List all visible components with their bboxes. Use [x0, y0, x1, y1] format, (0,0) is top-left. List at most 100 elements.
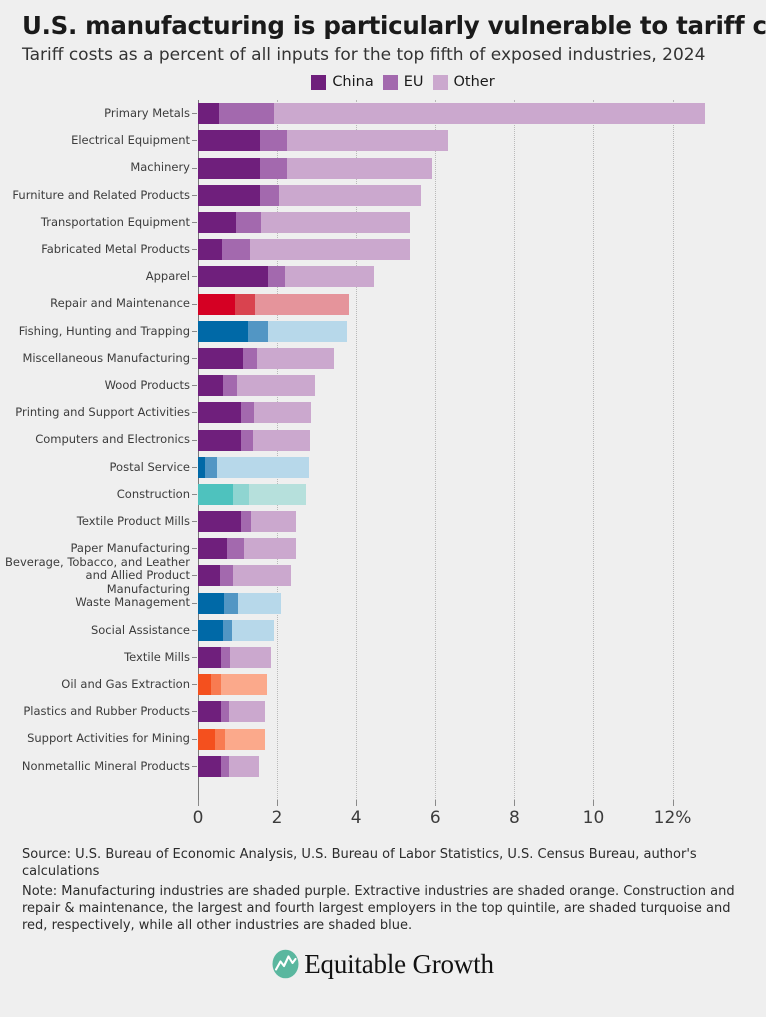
- stacked-bar: [198, 701, 266, 723]
- bar-segment-eu: [241, 429, 254, 451]
- bar-segment-china: [198, 103, 219, 125]
- bar-segment-other: [261, 212, 410, 234]
- bar-row-label: Computers and Electronics: [35, 432, 190, 447]
- stacked-bar: [198, 212, 410, 234]
- y-axis-tick: [192, 330, 197, 332]
- bar-row-label: Nonmetallic Mineral Products: [21, 758, 190, 773]
- bar-segment-eu: [220, 701, 230, 723]
- legend-item: Other: [432, 74, 495, 90]
- bar-segment-eu: [211, 674, 221, 696]
- chart-legend: China EU Other: [0, 74, 766, 90]
- stacked-bar: [198, 402, 311, 424]
- stacked-bar: [198, 483, 307, 505]
- bar-row-label: Support Activities for Mining: [27, 731, 190, 746]
- stacked-bar: [198, 266, 374, 288]
- bar-segment-china: [198, 674, 212, 696]
- bar-segment-eu: [220, 755, 230, 777]
- legend-label: EU: [403, 74, 424, 91]
- bar-segment-eu: [218, 103, 275, 125]
- bar-row: Repair and Maintenance: [50, 291, 720, 318]
- bar-segment-other: [232, 619, 274, 641]
- bar-row-label: Fishing, Hunting and Trapping: [18, 323, 190, 338]
- bar-row-label: Paper Manufacturing: [70, 541, 191, 556]
- x-axis-label: 10: [582, 808, 605, 829]
- bar-row-label: Social Assistance: [90, 622, 190, 637]
- bar-row: Wood Products: [105, 372, 720, 399]
- bar-segment-eu: [235, 212, 262, 234]
- x-axis-tick: [435, 800, 437, 807]
- stacked-bar: [198, 565, 291, 587]
- stacked-bar: [198, 347, 334, 369]
- bar-segment-china: [198, 347, 243, 369]
- stacked-bar: [198, 511, 297, 533]
- bar-segment-china: [198, 456, 205, 478]
- bar-segment-china: [198, 483, 233, 505]
- bar-row-label: Transportation Equipment: [40, 214, 190, 229]
- bar-segment-other: [243, 538, 296, 560]
- legend-swatch-eu: [382, 74, 398, 90]
- bar-segment-china: [198, 728, 215, 750]
- bar-segment-other: [284, 266, 374, 288]
- bar-segment-other: [229, 755, 259, 777]
- stacked-bar: [198, 728, 266, 750]
- bar-row: Primary Metals: [104, 100, 720, 127]
- stacked-bar: [198, 184, 421, 206]
- bar-row: Computers and Electronics: [35, 426, 720, 453]
- bar-row-label: Beverage, Tobacco, and Leather and Allie…: [5, 554, 190, 596]
- bar-row-label: Textile Product Mills: [76, 513, 190, 528]
- stacked-bar: [198, 592, 281, 614]
- y-axis-tick: [192, 684, 197, 686]
- x-axis: 0 2 4 6 8 10 12%: [193, 800, 720, 832]
- bar-segment-eu: [223, 592, 238, 614]
- bar-row: Printing and Support Activities: [15, 399, 720, 426]
- legend-item: China: [311, 74, 374, 90]
- stacked-bar: [198, 320, 347, 342]
- bar-row: Nonmetallic Mineral Products: [22, 753, 720, 780]
- bar-segment-eu: [215, 728, 225, 750]
- y-axis-tick: [192, 657, 197, 659]
- stacked-bar: [198, 130, 449, 152]
- logo-wordmark: Equitable Growth: [304, 948, 494, 979]
- bar-segment-eu: [248, 320, 268, 342]
- bar-row-label: Furniture and Related Products: [12, 187, 190, 202]
- bar-segment-china: [198, 592, 224, 614]
- legend-swatch-other: [432, 74, 448, 90]
- chart-header: U.S. manufacturing is particularly vulne…: [0, 0, 766, 67]
- stacked-bar: [198, 674, 268, 696]
- stacked-bar: [198, 647, 272, 669]
- y-axis-tick: [192, 167, 197, 169]
- bar-segment-china: [198, 701, 221, 723]
- bar-row: Electrical Equipment: [71, 127, 720, 154]
- bar-segment-eu: [259, 184, 280, 206]
- bar-segment-other: [251, 511, 297, 533]
- y-axis-tick: [192, 765, 197, 767]
- x-axis-label: 8: [508, 808, 520, 829]
- source-note: Source: U.S. Bureau of Economic Analysis…: [22, 847, 697, 880]
- bar-segment-china: [198, 619, 223, 641]
- bar-row-label: Construction: [116, 486, 190, 501]
- bar-segment-china: [198, 157, 260, 179]
- bar-segment-eu: [232, 483, 250, 505]
- y-axis-tick: [192, 548, 197, 550]
- x-axis-tick: [356, 800, 358, 807]
- bar-row-label: Plastics and Rubber Products: [23, 704, 190, 719]
- y-axis-tick: [192, 738, 197, 740]
- bar-row: Oil and Gas Extraction: [61, 671, 720, 698]
- bar-row: Support Activities for Mining: [27, 726, 720, 753]
- bar-row-label: Miscellaneous Manufacturing: [22, 350, 190, 365]
- bar-rows: Primary Metals Electrical Equipment Machin…: [5, 100, 720, 780]
- stacked-bar: [198, 538, 296, 560]
- bar-row: Furniture and Related Products: [12, 182, 720, 209]
- bar-segment-china: [198, 130, 261, 152]
- y-axis-tick: [192, 602, 197, 604]
- bar-row: Apparel: [146, 263, 720, 290]
- x-axis-tick: [672, 800, 674, 807]
- bar-segment-other: [250, 239, 410, 261]
- bar-row: Fabricated Metal Products: [41, 236, 720, 263]
- bar-segment-china: [198, 402, 242, 424]
- bar-segment-other: [217, 456, 309, 478]
- bar-row-label: Postal Service: [109, 459, 190, 474]
- bar-row: Postal Service: [110, 454, 720, 481]
- bar-row-label: Textile Mills: [124, 649, 190, 664]
- chart-footer: Source: U.S. Bureau of Economic Analysis…: [0, 832, 766, 979]
